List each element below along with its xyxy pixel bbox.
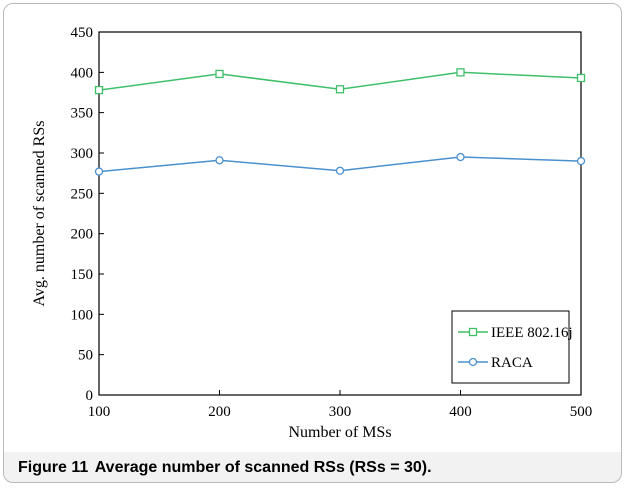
data-point-raca	[335, 166, 345, 175]
x-tick-label: 100	[88, 404, 111, 420]
y-tick-label: 0	[86, 388, 94, 404]
data-point-ieee	[576, 73, 586, 83]
x-tick-label: 500	[570, 404, 593, 420]
caption-label: Figure 11	[18, 459, 89, 476]
legend-box	[451, 310, 570, 384]
caption-text: Average number of scanned RSs (RSs = 30)…	[94, 459, 432, 476]
data-point-ieee	[456, 68, 465, 77]
y-tick-label: 400	[71, 65, 94, 81]
plot-layer: 0 50 100 150 200 250 300 350 400 450 100 200 300 400 5…	[71, 25, 593, 420]
plot-panel: Avg. number of scanned RSs Number of MSs…	[4, 4, 621, 452]
x-tick-label: 200	[208, 404, 231, 420]
y-tick-label: 250	[71, 186, 94, 202]
data-point-raca	[94, 167, 104, 176]
data-point-raca	[215, 156, 224, 165]
y-tick-label: 100	[71, 307, 94, 323]
y-tick-label: 50	[78, 348, 93, 364]
data-point-ieee	[215, 69, 224, 79]
y-tick-label: 350	[71, 106, 94, 122]
y-tick-label: 200	[71, 227, 94, 243]
legend-label-ieee: IEEE 802.16j	[491, 325, 573, 341]
x-tick-label: 300	[329, 404, 352, 420]
y-axis-title-group: Avg. number of scanned RSs	[31, 121, 48, 307]
legend-label-raca: RACA	[491, 355, 533, 371]
line-chart: Avg. number of scanned RSs Number of MSs…	[31, 25, 593, 441]
data-point-ieee	[335, 85, 345, 94]
x-tick-label: 400	[449, 404, 472, 420]
data-point-ieee	[94, 85, 104, 95]
figure-container: Avg. number of scanned RSs Number of MSs…	[3, 3, 622, 483]
data-point-raca	[576, 156, 586, 166]
y-tick-label: 150	[71, 267, 94, 283]
y-tick-label: 450	[71, 25, 94, 41]
y-tick-label: 300	[71, 146, 94, 162]
y-axis-title: Avg. number of scanned RSs	[31, 121, 48, 307]
data-point-raca	[456, 152, 465, 162]
legend-marker-raca	[468, 357, 478, 367]
legend-marker-ieee	[468, 327, 478, 337]
figure-caption: Figure 11 Average number of scanned RSs …	[18, 459, 432, 477]
x-axis-title: Number of MSs	[288, 424, 391, 441]
